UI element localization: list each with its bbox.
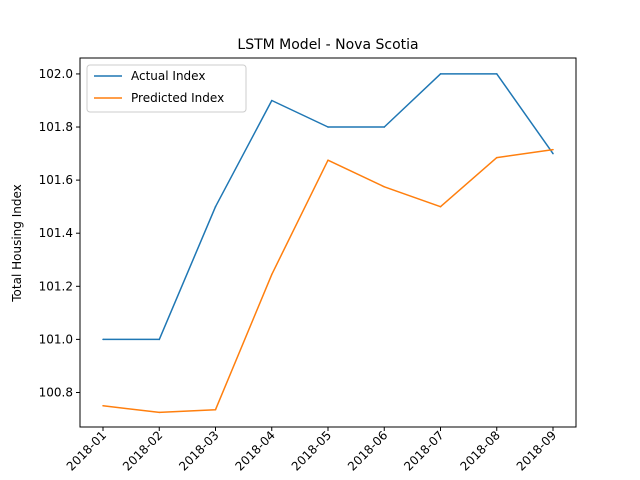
data-point-0-7 <box>496 73 498 75</box>
y-tick-label-4: 101.6 <box>39 173 73 187</box>
y-tick-label-3: 101.4 <box>39 226 73 240</box>
data-point-0-5 <box>383 126 386 128</box>
data-point-1-2 <box>214 408 217 411</box>
axis-layer: 100.8101.0101.2101.4101.6101.8102.02018-… <box>39 67 559 474</box>
legend: Actual Index Predicted Index <box>86 64 247 113</box>
data-point-1-0 <box>102 405 104 407</box>
data-point-0-6 <box>439 73 442 75</box>
series-layer <box>102 73 554 414</box>
data-point-0-2 <box>214 205 217 208</box>
data-point-1-4 <box>327 159 329 161</box>
plot-frame <box>79 57 577 428</box>
data-point-1-3 <box>271 273 273 276</box>
legend-label-1: Predicted Index <box>131 91 224 105</box>
data-point-0-3 <box>271 99 273 102</box>
y-tick-label-6: 102.0 <box>39 67 73 81</box>
data-point-1-5 <box>383 186 386 188</box>
y-tick-label-5: 101.8 <box>39 120 73 134</box>
data-point-1-7 <box>496 156 498 159</box>
data-point-0-0 <box>102 338 104 341</box>
data-point-1-8 <box>552 148 554 151</box>
y-tick-label-2: 101.2 <box>39 279 73 293</box>
y-tick-label-0: 100.8 <box>39 385 73 399</box>
data-point-0-1 <box>158 338 161 341</box>
data-point-1-6 <box>439 205 442 208</box>
y-axis-label: Total Housing Index <box>10 184 24 302</box>
data-point-0-4 <box>327 126 329 128</box>
data-point-1-1 <box>158 411 161 414</box>
data-point-0-8 <box>552 152 554 155</box>
legend-label-0: Actual Index <box>131 69 205 83</box>
y-tick-label-1: 101.0 <box>39 332 73 346</box>
chart-title: LSTM Model - Nova Scotia <box>237 37 418 53</box>
legend-box <box>86 64 247 113</box>
